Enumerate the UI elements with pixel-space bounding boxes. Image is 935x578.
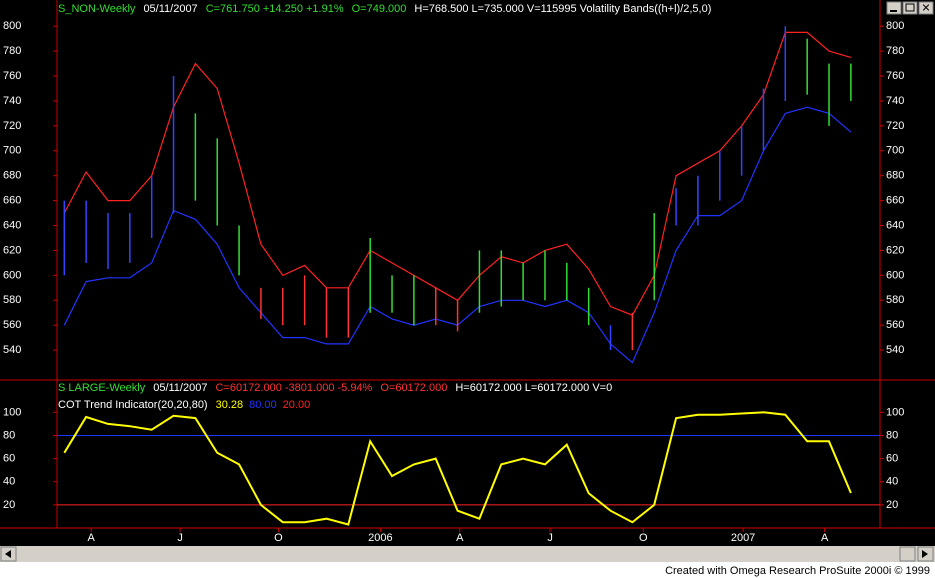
x-tick-label: O <box>639 532 648 544</box>
y-tick-label: 720 <box>886 120 904 132</box>
y-tick-label: 620 <box>3 244 21 256</box>
y-tick-label: 780 <box>886 45 904 57</box>
y-tick-label: 620 <box>886 244 904 256</box>
y-tick-label: 60 <box>886 453 898 465</box>
y-tick-label: 600 <box>886 269 904 281</box>
x-tick-label: 2007 <box>731 532 755 544</box>
legend-item: C=761.750 +14.250 +1.91% <box>206 3 344 15</box>
close-button[interactable] <box>918 1 934 15</box>
minimize-button[interactable] <box>886 1 902 15</box>
y-tick-label: 640 <box>886 219 904 231</box>
y-tick-label: 540 <box>886 344 904 356</box>
scrollbar[interactable] <box>0 546 935 562</box>
y-tick-label: 660 <box>3 195 21 207</box>
y-tick-label: 700 <box>3 145 21 157</box>
maximize-icon <box>905 3 915 12</box>
y-tick-label: 780 <box>3 45 21 57</box>
y-tick-label: 60 <box>3 453 15 465</box>
legend-item: O=60172.000 <box>380 382 447 394</box>
x-tick-label: A <box>821 532 829 544</box>
legend-item: S LARGE-Weekly <box>58 382 146 394</box>
legend-item: O=749.000 <box>352 3 407 15</box>
y-tick-label: 40 <box>3 476 15 488</box>
y-tick-label: 40 <box>886 476 898 488</box>
y-tick-label: 580 <box>3 294 21 306</box>
indicator-legend: COT Trend Indicator(20,20,80) 30.28 80.00 2… <box>58 399 310 411</box>
level-value: 20.00 <box>283 399 311 411</box>
y-tick-label: 80 <box>3 429 15 441</box>
y-tick-label: 660 <box>886 195 904 207</box>
x-tick-label: O <box>274 532 283 544</box>
legend-item: 05/11/2007 <box>143 3 197 15</box>
legend: S_NON-Weekly 05/11/2007 C=761.750 +14.250 … <box>58 3 711 15</box>
y-tick-label: 680 <box>886 170 904 182</box>
indicator-name: COT Trend Indicator(20,20,80) <box>58 399 208 411</box>
y-tick-label: 600 <box>3 269 21 281</box>
y-tick-label: 560 <box>3 319 21 331</box>
legend-item: S_NON-Weekly <box>58 3 136 15</box>
y-tick-label: 560 <box>886 319 904 331</box>
footer: Created with Omega Research ProSuite 200… <box>665 565 930 577</box>
legend-item: C=60172.000 -3801.000 -5.94% <box>215 382 372 394</box>
legend-item: H=768.500 L=735.000 V=115995 Volatility … <box>414 3 711 15</box>
legend-item: H=60172.000 L=60172.000 V=0 <box>455 382 612 394</box>
y-tick-label: 740 <box>3 95 21 107</box>
y-tick-label: 740 <box>886 95 904 107</box>
y-tick-label: 640 <box>3 219 21 231</box>
y-tick-label: 700 <box>886 145 904 157</box>
x-tick-label: A <box>88 532 96 544</box>
y-tick-label: 20 <box>3 499 15 511</box>
scroll-thumb[interactable] <box>899 546 916 562</box>
y-tick-label: 20 <box>886 499 898 511</box>
legend: S LARGE-Weekly 05/11/2007 C=60172.000 -380… <box>58 382 612 394</box>
scroll-right-icon <box>922 550 928 558</box>
x-tick-label: J <box>547 532 553 544</box>
y-tick-label: 580 <box>886 294 904 306</box>
y-tick-label: 760 <box>886 70 904 82</box>
indicator-line <box>63 411 852 526</box>
y-tick-label: 800 <box>3 20 21 32</box>
y-tick-label: 720 <box>3 120 21 132</box>
legend-item: 05/11/2007 <box>153 382 207 394</box>
chart-background <box>0 0 935 546</box>
y-tick-label: 100 <box>3 406 21 418</box>
x-tick-label: 2006 <box>368 532 392 544</box>
y-tick-label: 100 <box>886 406 904 418</box>
indicator-value: 30.28 <box>216 399 244 411</box>
x-tick-label: A <box>456 532 464 544</box>
y-tick-label: 800 <box>886 20 904 32</box>
close-icon: ✕ <box>921 2 930 14</box>
scroll-left-icon <box>5 550 11 558</box>
y-tick-label: 760 <box>3 70 21 82</box>
level-value: 80.00 <box>249 399 277 411</box>
y-tick-label: 680 <box>3 170 21 182</box>
y-tick-label: 80 <box>886 429 898 441</box>
y-tick-label: 540 <box>3 344 21 356</box>
x-tick-label: J <box>177 532 183 544</box>
